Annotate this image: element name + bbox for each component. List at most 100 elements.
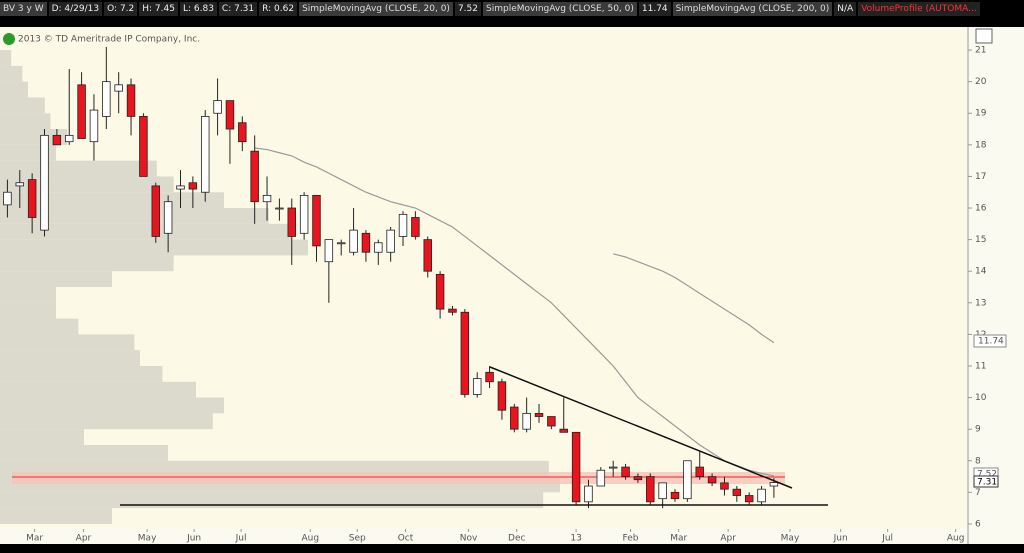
price-box — [973, 334, 1007, 348]
candle-body — [411, 217, 420, 237]
legend-name[interactable]: SimpleMovingAvg (CLOSE, 20, 0) — [299, 2, 453, 16]
profile-bar — [0, 318, 79, 335]
candle-body — [262, 194, 272, 203]
legend-value: 7.52 — [454, 2, 481, 16]
y-tick-label: 11 — [975, 361, 986, 371]
profile-bar — [0, 129, 68, 145]
x-tick-label: Aug — [302, 534, 320, 544]
candle-body — [52, 134, 62, 146]
candle-body — [374, 242, 383, 253]
profile-bar — [0, 413, 213, 430]
candle-body — [151, 185, 161, 237]
trendline[interactable] — [489, 366, 793, 489]
y-tick-label: 18 — [975, 140, 987, 150]
legend-name[interactable]: SimpleMovingAvg (CLOSE, 200, 0) — [672, 2, 833, 16]
profile-bar — [0, 223, 292, 240]
candle-body — [423, 239, 432, 272]
candle-body — [732, 488, 742, 496]
y-tick-label: 7 — [975, 488, 981, 498]
volume-profile — [0, 50, 560, 524]
x-tick-label: Mar — [26, 534, 43, 544]
y-tick-label: 8 — [975, 456, 981, 466]
profile-bar — [0, 397, 224, 414]
x-tick-label: Aug — [947, 534, 965, 544]
candle-body — [559, 428, 568, 433]
candles — [3, 46, 779, 509]
x-tick-label: Mar — [670, 534, 687, 544]
candle-body — [3, 191, 12, 206]
candle-body — [324, 239, 334, 263]
candle-body — [683, 460, 692, 500]
candle-body — [126, 84, 136, 117]
x-tick-label: Jul — [235, 534, 247, 544]
candle-body — [621, 466, 630, 477]
info: L: 6.83 — [179, 2, 217, 16]
candle-body — [176, 185, 185, 190]
info: C: 7.31 — [218, 2, 258, 16]
x-tick-label: 13 — [570, 534, 581, 544]
candle-body — [608, 466, 618, 469]
indicator[interactable]: VolumeProfile (AUTOMA... — [858, 2, 980, 16]
profile-bar — [0, 160, 157, 177]
candle-body — [225, 100, 235, 130]
x-tick-label: Feb — [623, 534, 639, 544]
candle-body — [238, 122, 247, 143]
profile-bar — [0, 429, 84, 445]
y-tick-label: 16 — [975, 204, 987, 214]
candle-body — [349, 229, 358, 253]
x-tick-label: Dec — [508, 534, 525, 544]
price-label: 11.74 — [978, 337, 1004, 347]
moving-average — [613, 253, 775, 344]
y-tick-label: 19 — [975, 109, 987, 119]
info: D: 4/29/13 — [48, 2, 103, 16]
y-tick-label: 13 — [975, 298, 986, 308]
candle-body — [64, 134, 74, 143]
candle-body — [534, 412, 544, 417]
candle-body — [707, 476, 717, 484]
candle-body — [658, 482, 667, 500]
candle-body — [102, 81, 111, 117]
x-tick-label: May — [781, 534, 800, 544]
candle-body — [40, 134, 49, 231]
candle-body — [670, 491, 680, 500]
legend-name[interactable]: SimpleMovingAvg (CLOSE, 50, 0) — [483, 2, 637, 16]
profile-bar — [0, 208, 269, 224]
x-tick-label: Apr — [720, 534, 736, 544]
candle-body — [188, 182, 198, 190]
candle-body — [584, 485, 593, 503]
y-tick-label: 10 — [975, 393, 987, 403]
profile-bar — [0, 365, 163, 382]
legend-value: 11.74 — [638, 2, 671, 16]
candle-body — [472, 378, 482, 395]
candle-body — [386, 229, 395, 253]
header: BV 3 y W D: 4/29/13 O: 7.2 H: 7.45 L: 6.… — [0, 0, 1024, 18]
candle-body — [460, 311, 470, 395]
profile-bar — [0, 302, 56, 319]
candle-body — [312, 194, 321, 247]
overlays — [254, 147, 775, 477]
info: O: 7.2 — [104, 2, 138, 16]
candle-body — [720, 482, 729, 490]
candle-body — [139, 116, 148, 177]
candle-body — [596, 469, 606, 487]
profile-bar — [0, 508, 112, 524]
info-icon[interactable] — [3, 33, 15, 45]
info: H: 7.45 — [139, 2, 178, 16]
candle-body — [250, 150, 259, 203]
symbol[interactable]: BV 3 y W — [0, 2, 47, 16]
candle-body — [497, 381, 507, 411]
profile-bar — [0, 255, 174, 272]
candle-body — [361, 232, 371, 253]
candle-body — [744, 495, 754, 503]
x-tick-label: Jul — [881, 534, 893, 544]
profile-bar — [0, 492, 544, 509]
candle-body — [646, 476, 655, 503]
candle-body — [89, 109, 99, 143]
y-tick-label: 9 — [975, 425, 981, 435]
candle-body — [213, 100, 222, 114]
x-tick-label: Nov — [460, 534, 478, 544]
candle-body — [769, 482, 779, 487]
profile-bar — [0, 444, 168, 461]
tool-icon[interactable] — [975, 28, 993, 44]
x-tick-label: Oct — [398, 534, 414, 544]
